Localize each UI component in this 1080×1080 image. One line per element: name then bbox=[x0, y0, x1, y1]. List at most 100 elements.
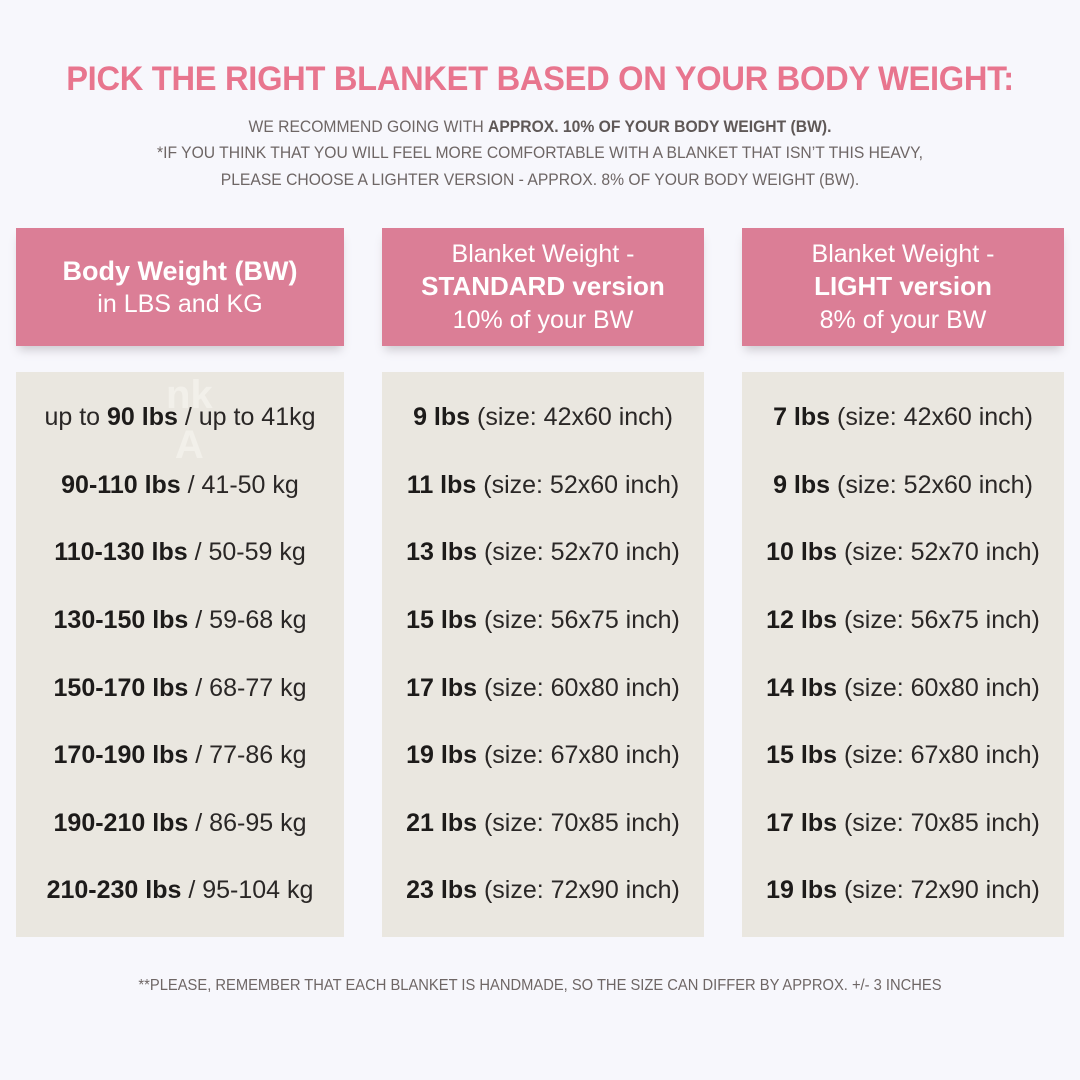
cell-light: (size: 67x80 inch) bbox=[477, 741, 680, 770]
cell-strong: 19 lbs bbox=[406, 741, 477, 770]
table-row: 10 lbs (size: 52x70 inch) bbox=[766, 539, 1040, 567]
table-row: 17 lbs (size: 70x85 inch) bbox=[766, 808, 1040, 838]
table-row: 130-150 lbs / 59-68 kg bbox=[53, 605, 307, 635]
cell-light: (size: 52x70 inch) bbox=[477, 538, 680, 567]
cell-strong: 14 lbs bbox=[766, 673, 837, 702]
header-section: PICK THE RIGHT BLANKET BASED ON YOUR BOD… bbox=[0, 0, 1080, 194]
cell-strong: 150-170 lbs bbox=[53, 673, 189, 702]
column-header-line-3: 10% of your BW bbox=[452, 305, 634, 334]
column-cells-body-weight: nk A up to 90 lbs / up to 41kg 90-110 lbs… bbox=[16, 372, 344, 937]
cell-strong: 13 lbs bbox=[406, 538, 477, 567]
subtitle-line-1-normal: WE RECOMMEND GOING WITH bbox=[248, 117, 489, 136]
cell-light: (size: 52x60 inch) bbox=[476, 470, 680, 499]
cell-light: (size: 67x80 inch) bbox=[837, 741, 1040, 770]
cell-light: / 50-59 kg bbox=[187, 538, 306, 567]
cell-light: (size: 70x85 inch) bbox=[837, 808, 1040, 837]
cell-light: / 95-104 kg bbox=[181, 876, 314, 905]
table-row: 170-190 lbs / 77-86 kg bbox=[53, 741, 307, 770]
table-row: 19 lbs (size: 72x90 inch) bbox=[766, 877, 1040, 905]
cell-light: / up to 41kg bbox=[177, 403, 316, 432]
cell-strong: 11 lbs bbox=[406, 470, 477, 499]
subtitle-line-1-bold: APPROX. 10% OF YOUR BODY WEIGHT (BW). bbox=[488, 117, 832, 136]
cell-light: (size: 42x60 inch) bbox=[830, 403, 1033, 432]
subtitle-line-1: WE RECOMMEND GOING WITH APPROX. 10% OF Y… bbox=[27, 114, 1053, 141]
cell-light: / 41-50 kg bbox=[180, 470, 299, 499]
table-row: 15 lbs (size: 67x80 inch) bbox=[766, 741, 1040, 770]
cell-strong: 17 lbs bbox=[766, 808, 837, 837]
cell-strong: 170-190 lbs bbox=[53, 741, 189, 770]
column-header-line-2: LIGHT version bbox=[814, 271, 992, 302]
column-cells-light: 7 lbs (size: 42x60 inch) 9 lbs (size: 52… bbox=[742, 372, 1064, 937]
column-light: Blanket Weight - LIGHT version 8% of you… bbox=[742, 228, 1064, 937]
cell-light: (size: 56x75 inch) bbox=[837, 605, 1040, 634]
cell-light: (size: 72x90 inch) bbox=[837, 876, 1040, 905]
column-header-line-1: Blanket Weight - bbox=[451, 240, 635, 269]
cell-light: (size: 52x60 inch) bbox=[830, 470, 1033, 499]
cell-light: (size: 52x70 inch) bbox=[837, 538, 1040, 567]
table-row: 15 lbs (size: 56x75 inch) bbox=[406, 605, 680, 635]
cell-light: (size: 60x80 inch) bbox=[837, 673, 1040, 702]
column-header-line-2: STANDARD version bbox=[421, 271, 665, 302]
column-header-line-1: Blanket Weight - bbox=[811, 240, 995, 269]
table-row: 21 lbs (size: 70x85 inch) bbox=[406, 808, 680, 838]
column-cells-standard: 9 lbs (size: 42x60 inch) 11 lbs (size: 5… bbox=[382, 372, 704, 937]
cell-strong: 190-210 lbs bbox=[53, 808, 189, 837]
column-header-line-1: Body Weight (BW) bbox=[62, 255, 298, 286]
table-row: 23 lbs (size: 72x90 inch) bbox=[406, 877, 680, 905]
cell-strong: 90 lbs bbox=[107, 403, 178, 432]
table-row: 9 lbs (size: 52x60 inch) bbox=[773, 470, 1033, 500]
cell-strong: 9 lbs bbox=[413, 403, 471, 432]
cell-strong: 110-130 lbs bbox=[54, 538, 188, 567]
cell-light: (size: 42x60 inch) bbox=[470, 403, 673, 432]
cell-light: / 68-77 kg bbox=[188, 673, 307, 702]
column-header-body-weight: Body Weight (BW) in LBS and KG bbox=[16, 228, 344, 346]
page-title: PICK THE RIGHT BLANKET BASED ON YOUR BOD… bbox=[66, 60, 1014, 98]
table-row: 210-230 lbs / 95-104 kg bbox=[47, 877, 314, 905]
table-row: 13 lbs (size: 52x70 inch) bbox=[406, 539, 680, 567]
cell-light: (size: 72x90 inch) bbox=[477, 876, 680, 905]
cell-strong: 10 lbs bbox=[766, 538, 837, 567]
table-row: 14 lbs (size: 60x80 inch) bbox=[766, 673, 1040, 703]
table-row: 9 lbs (size: 42x60 inch) bbox=[413, 403, 673, 432]
table-row: 17 lbs (size: 60x80 inch) bbox=[406, 673, 680, 703]
cell-light: / 59-68 kg bbox=[188, 605, 307, 634]
cell-lead: up to bbox=[44, 403, 108, 432]
table-row: 19 lbs (size: 67x80 inch) bbox=[406, 741, 680, 770]
comparison-table: Body Weight (BW) in LBS and KG nk A up to… bbox=[0, 228, 1080, 937]
column-header-standard: Blanket Weight - STANDARD version 10% of… bbox=[382, 228, 704, 346]
subtitle-block: WE RECOMMEND GOING WITH APPROX. 10% OF Y… bbox=[27, 114, 1053, 194]
cell-strong: 12 lbs bbox=[766, 605, 837, 634]
cell-light: (size: 60x80 inch) bbox=[477, 673, 680, 702]
table-row: 150-170 lbs / 68-77 kg bbox=[53, 673, 307, 703]
cell-light: / 77-86 kg bbox=[188, 741, 307, 770]
cell-strong: 17 lbs bbox=[406, 673, 477, 702]
table-row: 90-110 lbs / 41-50 kg bbox=[61, 470, 299, 500]
footer-note: **PLEASE, REMEMBER THAT EACH BLANKET IS … bbox=[138, 977, 942, 994]
cell-strong: 23 lbs bbox=[406, 876, 477, 905]
subtitle-line-2: *IF YOU THINK THAT YOU WILL FEEL MORE CO… bbox=[157, 144, 923, 163]
subtitle-line-3: PLEASE CHOOSE A LIGHTER VERSION - APPROX… bbox=[220, 171, 860, 190]
table-row: 190-210 lbs / 86-95 kg bbox=[53, 808, 307, 838]
cell-light: (size: 70x85 inch) bbox=[477, 808, 680, 837]
column-header-line-2: in LBS and KG bbox=[97, 290, 263, 319]
cell-strong: 90-110 lbs bbox=[61, 470, 181, 499]
cell-strong: 15 lbs bbox=[766, 741, 837, 770]
cell-light: (size: 56x75 inch) bbox=[477, 605, 680, 634]
cell-light: / 86-95 kg bbox=[188, 808, 307, 837]
cell-strong: 15 lbs bbox=[406, 605, 477, 634]
cell-strong: 21 lbs bbox=[406, 808, 477, 837]
table-row: 12 lbs (size: 56x75 inch) bbox=[766, 605, 1040, 635]
cell-strong: 130-150 lbs bbox=[53, 605, 189, 634]
cell-strong: 7 lbs bbox=[773, 403, 831, 432]
table-row: 7 lbs (size: 42x60 inch) bbox=[773, 403, 1033, 432]
column-header-line-3: 8% of your BW bbox=[819, 305, 987, 334]
table-row: up to 90 lbs / up to 41kg bbox=[44, 403, 316, 432]
table-row: 110-130 lbs / 50-59 kg bbox=[54, 539, 306, 567]
cell-strong: 210-230 lbs bbox=[46, 876, 182, 905]
column-standard: Blanket Weight - STANDARD version 10% of… bbox=[382, 228, 704, 937]
column-header-light: Blanket Weight - LIGHT version 8% of you… bbox=[742, 228, 1064, 346]
column-body-weight: Body Weight (BW) in LBS and KG nk A up to… bbox=[16, 228, 344, 937]
cell-strong: 19 lbs bbox=[766, 876, 837, 905]
cell-strong: 9 lbs bbox=[773, 470, 831, 499]
